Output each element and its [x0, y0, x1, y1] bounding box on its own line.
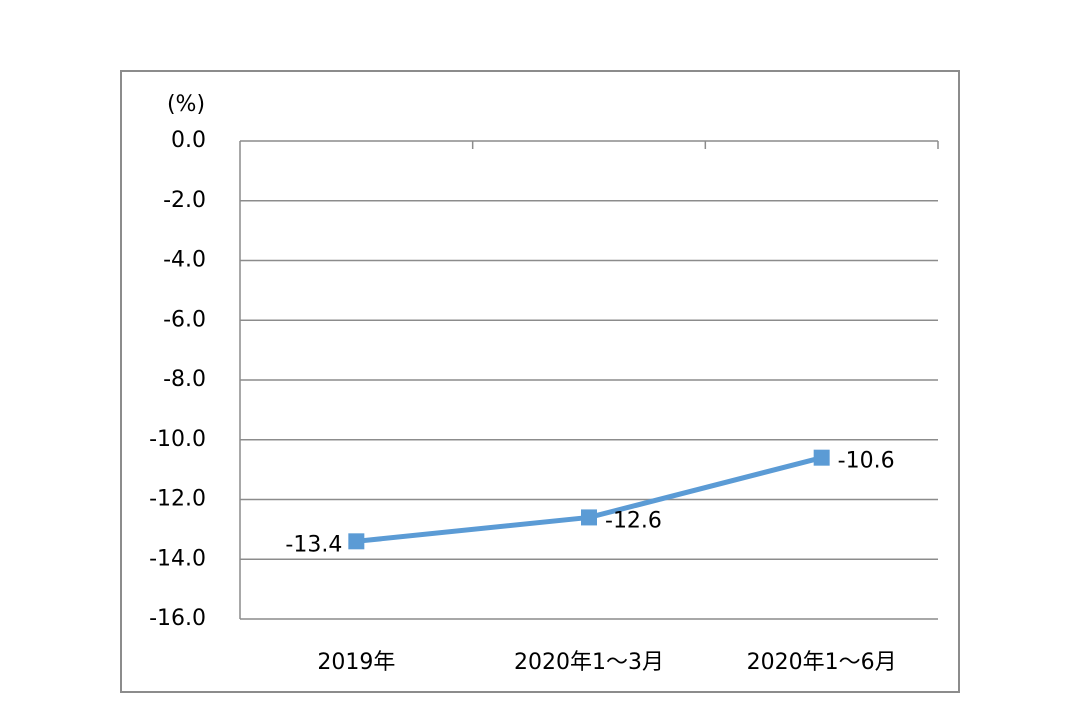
x-tick-label: 2020年1～3月: [514, 650, 664, 675]
marker: [581, 509, 597, 526]
y-tick-label: -10.0: [149, 427, 206, 452]
marker: [348, 533, 365, 550]
y-tick-label: -8.0: [163, 367, 206, 392]
y-tick-label: 0.0: [171, 128, 206, 153]
data-label: -13.4: [285, 532, 342, 557]
data-label: -12.6: [605, 508, 662, 533]
y-tick-label: -14.0: [149, 546, 206, 571]
chart-frame: [120, 70, 960, 693]
y-tick-label: -12.0: [149, 487, 206, 512]
marker: [813, 449, 830, 466]
y-tick-label: -6.0: [163, 307, 206, 332]
y-unit-label: (%): [167, 92, 205, 117]
y-tick-label: -4.0: [163, 248, 206, 273]
y-tick-label: -2.0: [163, 188, 206, 213]
x-tick-label: 2020年1～6月: [747, 650, 897, 675]
y-tick-label: -16.0: [149, 606, 206, 631]
x-tick-label: 2019年: [317, 650, 395, 675]
data-label: -10.6: [838, 449, 895, 474]
